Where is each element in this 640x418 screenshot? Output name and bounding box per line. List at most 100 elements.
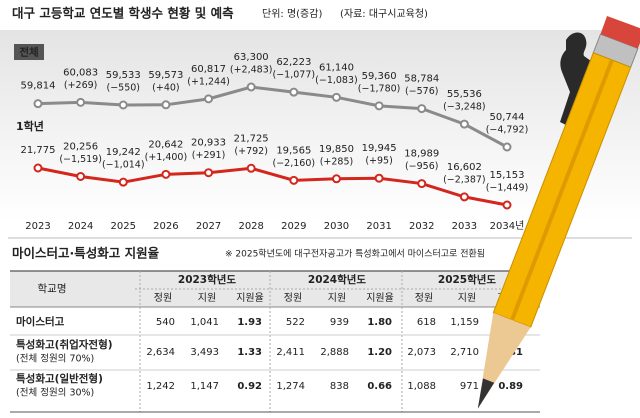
change-label: (−550) (107, 83, 141, 94)
cell: 838 (330, 381, 349, 392)
cell: 618 (417, 317, 436, 328)
value-label: 20,642 (148, 139, 183, 150)
year-header: 2023학년도 (178, 273, 237, 286)
cell: 0.66 (367, 381, 392, 392)
change-label: (+285) (320, 156, 354, 167)
point (76, 171, 86, 181)
point (374, 173, 384, 183)
cell: 2,634 (146, 347, 175, 358)
value-label: 59,360 (362, 71, 397, 82)
change-label: (+40) (152, 82, 179, 93)
legend-box (14, 44, 44, 60)
column-header: 지원율 (236, 292, 264, 304)
year-header: 2024학년도 (308, 273, 367, 286)
value-label: 58,784 (404, 74, 439, 85)
column-header: 지원 (458, 292, 476, 304)
x-tick-label: 2032 (409, 221, 434, 232)
value-label: 60,083 (63, 67, 98, 78)
value-label: 19,945 (362, 143, 397, 154)
line-chart: 2023 2024 2025 2026 2027 2028 2029 2030 2031 2032… (14, 44, 528, 232)
cell: 1,041 (190, 317, 219, 328)
value-label: 21,775 (21, 145, 56, 156)
cell: 1.33 (237, 347, 262, 358)
change-label: (−2,387) (443, 174, 486, 185)
header: 학교명 (38, 283, 67, 295)
point (459, 192, 469, 202)
x-tick-label: 2034년 (490, 220, 525, 232)
value-label: 21,725 (234, 133, 269, 144)
chart-title: 대구 고등학교 연도별 학생수 현황 및 예측 (12, 6, 234, 21)
cell: 1,242 (146, 381, 175, 392)
x-tick-label: 2024 (68, 221, 93, 232)
point (76, 97, 86, 107)
cell: 1,147 (190, 381, 219, 392)
value-label: 16,602 (447, 162, 482, 173)
value-label: 61,140 (319, 62, 354, 73)
cell: 2,073 (407, 347, 436, 358)
row-name: 특성화고(취업자전형) (16, 338, 113, 351)
value-label: 55,536 (447, 89, 482, 100)
x-tick-label: 2028 (238, 221, 263, 232)
cell: 1,159 (450, 317, 479, 328)
value-label: 60,817 (191, 64, 226, 75)
change-label: (+95) (365, 156, 392, 167)
change-label: (+1,400) (145, 152, 188, 163)
change-label: (−1,449) (486, 183, 529, 194)
value-label: 18,989 (404, 149, 439, 160)
cell: 2,411 (276, 347, 305, 358)
point (331, 174, 341, 184)
point (459, 119, 469, 129)
column-header: 정원 (284, 292, 302, 304)
x-tick-label: 2031 (366, 221, 391, 232)
value-label: 19,242 (106, 147, 141, 158)
series-line (37, 85, 508, 149)
cell: 1.93 (237, 317, 262, 328)
row-name: (전체 정원의 30%) (16, 388, 94, 399)
point (289, 87, 299, 97)
year-header: 2025학년도 (438, 273, 497, 286)
value-label: 19,850 (319, 144, 354, 155)
value-label: 59,533 (106, 70, 141, 81)
change-label: (+792) (234, 146, 268, 157)
point (417, 179, 427, 189)
cell: 1,088 (407, 381, 436, 392)
point (374, 101, 384, 111)
change-label: (+291) (192, 150, 226, 161)
change-label: (−1,780) (358, 83, 401, 94)
point (331, 92, 341, 102)
change-label: (+2,483) (230, 65, 273, 76)
change-label: (−2,160) (273, 158, 316, 169)
cell: 1,274 (276, 381, 305, 392)
value-label: 50,744 (490, 112, 525, 123)
value-label: 20,256 (63, 141, 98, 152)
cell: 1.80 (367, 317, 392, 328)
pencil-lead (477, 378, 495, 409)
cell: 3,493 (190, 347, 219, 358)
point (33, 163, 43, 173)
table-title: 마이스터고·특성화고 지원율 (12, 246, 160, 261)
change-label: (−4,792) (486, 125, 529, 136)
column-header: 정원 (415, 292, 433, 304)
change-label: (−956) (405, 161, 439, 172)
chart-background (0, 30, 640, 220)
point (289, 175, 299, 185)
column-header: 지원 (198, 292, 216, 304)
change-label: (+1,244) (187, 76, 230, 87)
series-line (37, 166, 508, 207)
change-label: (−1,014) (102, 160, 145, 171)
x-tick-label: 2025 (111, 221, 136, 232)
cell: 939 (330, 317, 349, 328)
cell: 0.92 (237, 381, 262, 392)
cell: 2,888 (320, 347, 349, 358)
series-label: 1학년 (16, 119, 44, 133)
change-label: (−1,083) (315, 75, 358, 86)
point (246, 163, 256, 173)
change-label: (−1,077) (273, 70, 316, 81)
value-label: 63,300 (234, 52, 269, 63)
pencil-eraser (600, 16, 640, 49)
value-label: 19,565 (276, 145, 311, 156)
value-label: 59,814 (21, 81, 56, 92)
unit: 단위: 명(증감) (262, 7, 322, 20)
point (204, 168, 214, 178)
